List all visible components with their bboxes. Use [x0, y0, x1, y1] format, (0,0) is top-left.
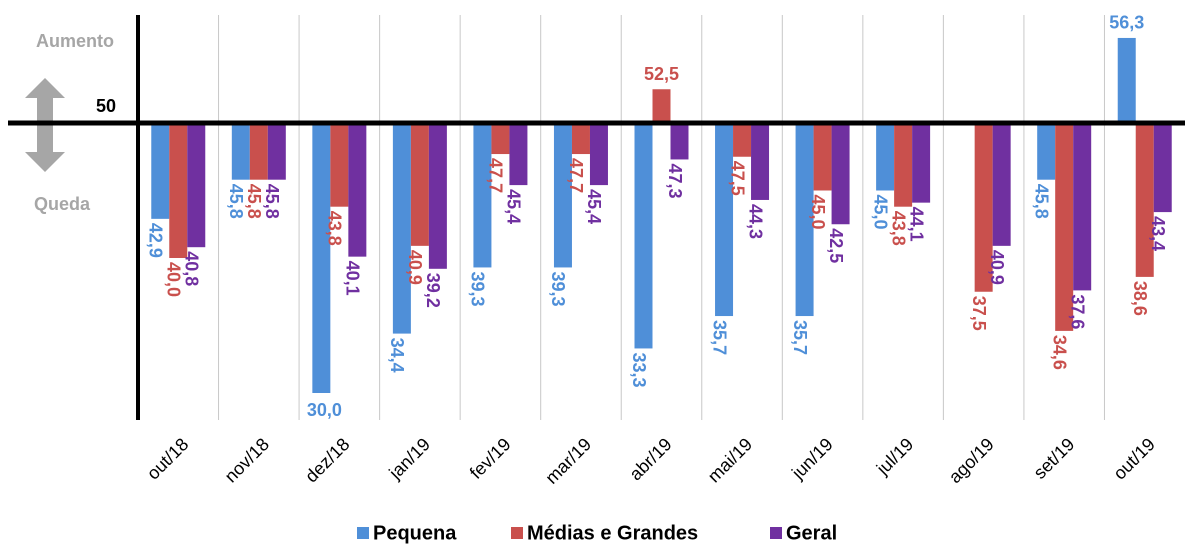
value-label: 35,7 — [790, 320, 810, 355]
y-tick-label: 50 — [96, 96, 116, 116]
value-label: 39,3 — [468, 271, 488, 306]
bar — [1073, 123, 1092, 291]
bar — [876, 123, 895, 191]
bar — [151, 123, 170, 219]
value-label: 44,3 — [745, 204, 765, 239]
value-label: 34,4 — [387, 338, 407, 373]
value-label: 42,5 — [826, 228, 846, 263]
x-tick-label: jun/19 — [787, 434, 837, 484]
bar — [187, 123, 206, 248]
value-label: 35,7 — [709, 320, 729, 355]
value-label: 43,8 — [325, 211, 345, 246]
bar — [912, 123, 931, 203]
bar — [509, 123, 528, 186]
annotation: Queda — [34, 194, 91, 214]
legend-label: Médias e Grandes — [527, 522, 698, 544]
legend-label: Geral — [786, 522, 837, 544]
value-label: 37,5 — [969, 296, 989, 331]
value-label: 47,7 — [566, 158, 586, 193]
value-label: 44,1 — [906, 207, 926, 242]
x-tick-label: mar/19 — [541, 434, 595, 488]
x-tick-label: nov/18 — [221, 434, 273, 486]
bar — [473, 123, 492, 268]
bar — [751, 123, 770, 200]
value-label: 45,8 — [262, 184, 282, 219]
bar — [1153, 123, 1172, 213]
bar — [974, 123, 993, 292]
bar — [267, 123, 286, 180]
value-label: 47,7 — [486, 158, 506, 193]
bar — [491, 123, 510, 155]
legend-swatch — [357, 527, 369, 539]
x-tick-label: ago/19 — [945, 434, 998, 487]
bar — [634, 123, 653, 349]
bar — [670, 123, 689, 160]
bar — [1135, 123, 1154, 277]
value-label: 40,9 — [405, 250, 425, 285]
bar — [652, 89, 671, 123]
value-label: 40,9 — [987, 250, 1007, 285]
value-label: 39,2 — [423, 273, 443, 308]
bar — [733, 123, 752, 157]
value-label: 40,8 — [182, 251, 202, 286]
value-label: 45,8 — [226, 184, 246, 219]
x-tick-label: set/19 — [1030, 434, 1079, 483]
bar — [894, 123, 913, 207]
annotation: Aumento — [36, 31, 114, 51]
value-label: 40,1 — [343, 261, 363, 296]
x-tick-label: out/18 — [143, 434, 193, 484]
bar — [428, 123, 447, 269]
bar — [231, 123, 250, 180]
value-label: 45,8 — [244, 184, 264, 219]
bar — [795, 123, 814, 317]
bar — [410, 123, 429, 246]
value-label: 30,0 — [307, 400, 342, 420]
x-tick-label: dez/18 — [301, 434, 353, 486]
bar — [169, 123, 188, 258]
x-tick-label: jan/19 — [385, 434, 435, 484]
value-label: 52,5 — [644, 64, 679, 84]
x-tick-label: out/19 — [1109, 434, 1159, 484]
bar — [1117, 37, 1136, 124]
value-label: 42,9 — [146, 223, 166, 258]
bar — [831, 123, 850, 225]
bar — [330, 123, 349, 207]
value-label: 39,3 — [548, 271, 568, 306]
bar — [249, 123, 268, 180]
bar — [813, 123, 832, 191]
bar — [589, 123, 608, 186]
value-label: 34,6 — [1049, 335, 1069, 370]
bar — [1037, 123, 1056, 180]
bar — [312, 123, 331, 393]
value-label: 47,3 — [665, 163, 685, 198]
x-tick-label: mai/19 — [704, 434, 756, 486]
value-label: 45,4 — [584, 189, 604, 224]
value-label: 47,5 — [727, 161, 747, 196]
x-tick-label: jul/19 — [872, 434, 917, 479]
value-label: 45,0 — [808, 195, 828, 230]
legend-swatch — [770, 527, 782, 539]
value-label: 40,0 — [164, 262, 184, 297]
bar — [715, 123, 734, 317]
value-label: 45,8 — [1031, 184, 1051, 219]
bar — [992, 123, 1011, 246]
bar — [392, 123, 411, 334]
value-label: 43,8 — [888, 211, 908, 246]
legend-swatch — [511, 527, 523, 539]
value-label: 38,6 — [1130, 281, 1150, 316]
value-label: 37,6 — [1067, 294, 1087, 329]
bar — [571, 123, 590, 155]
value-label: 45,0 — [870, 195, 890, 230]
legend-label: Pequena — [373, 522, 457, 544]
bar — [1055, 123, 1074, 331]
value-label: 56,3 — [1109, 13, 1144, 33]
value-label: 45,4 — [504, 189, 524, 224]
x-tick-label: abr/19 — [625, 434, 675, 484]
x-tick-label: fev/19 — [466, 434, 515, 483]
value-label: 33,3 — [629, 352, 649, 387]
bar — [348, 123, 367, 257]
bar — [553, 123, 572, 268]
value-label: 43,4 — [1148, 216, 1168, 251]
